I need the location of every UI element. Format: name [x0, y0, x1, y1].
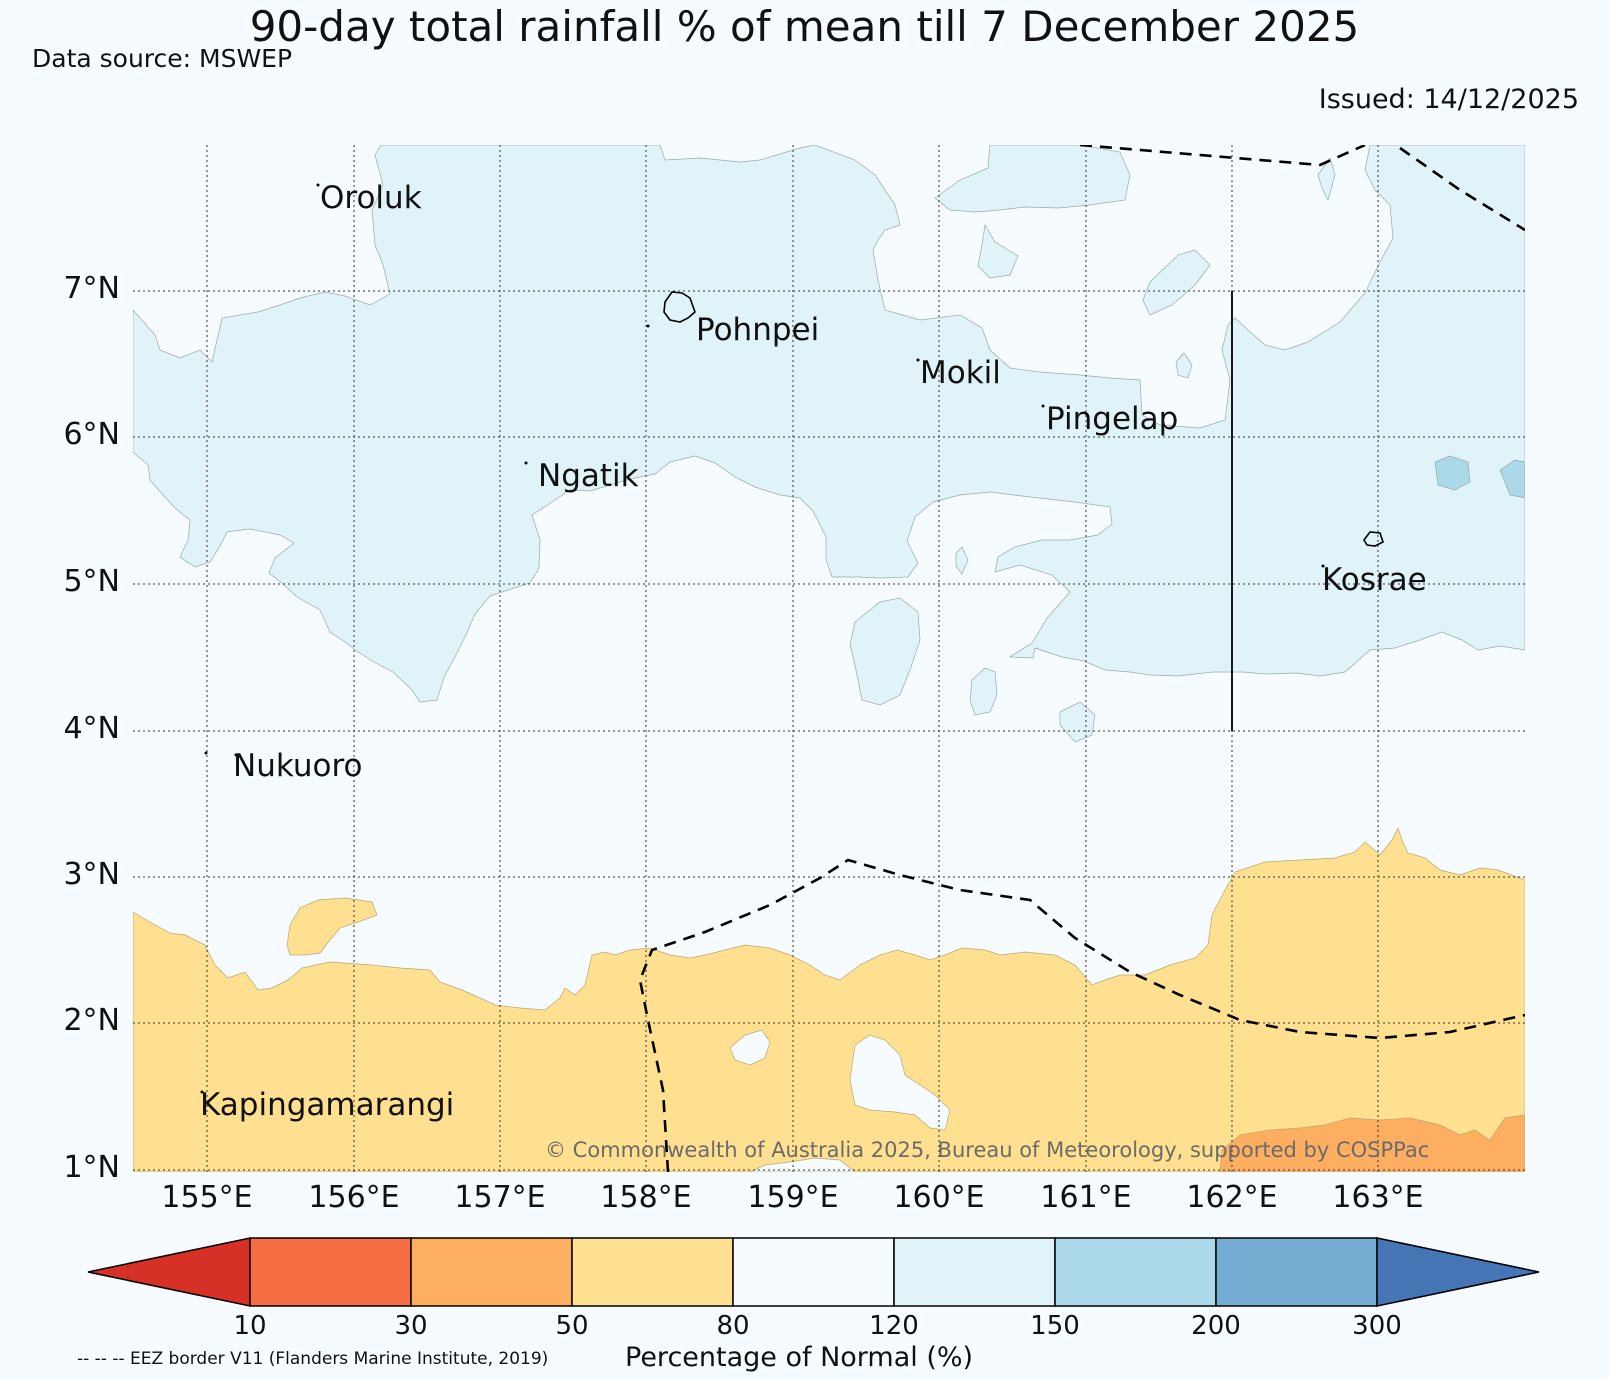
place-oroluk: Oroluk — [320, 180, 422, 216]
region-120-150-north — [133, 145, 1525, 703]
region-120-150-patch — [934, 145, 1131, 213]
lat-label-2n: 2°N — [63, 1003, 120, 1038]
colorbar-tick: 300 — [1352, 1311, 1402, 1341]
lat-label-5n: 5°N — [63, 564, 120, 599]
region-30-50-southeast — [1219, 1114, 1525, 1172]
place-ngatik: Ngatik — [538, 458, 639, 494]
colorbar-50-80 — [571, 1237, 734, 1307]
atoll-markers — [200, 183, 1325, 1094]
kosrae-island — [1363, 531, 1384, 547]
place-kapingamarangi: Kapingamarangi — [200, 1087, 455, 1123]
place-nukuoro: Nukuoro — [233, 748, 363, 784]
colorbar-tick: 150 — [1030, 1311, 1080, 1341]
lon-label-157e: 157°E — [454, 1180, 546, 1215]
lat-label-4n: 4°N — [63, 711, 120, 746]
colorbar-gt300 — [1376, 1237, 1540, 1307]
colorbar — [87, 1237, 1540, 1307]
lat-label-6n: 6°N — [63, 417, 120, 452]
place-pingelap: Pingelap — [1046, 401, 1179, 437]
lon-label-156e: 156°E — [308, 1180, 400, 1215]
lon-label-162e: 162°E — [1186, 1180, 1278, 1215]
colorbar-150-200 — [1054, 1237, 1217, 1307]
lon-label-155e: 155°E — [161, 1180, 253, 1215]
colorbar-10-30 — [249, 1237, 412, 1307]
pohnpei-island — [663, 291, 696, 323]
region-50-80-patch — [286, 897, 378, 956]
region-50-80-south — [133, 827, 1525, 1172]
colorbar-120-150 — [893, 1237, 1056, 1307]
region-120-150-patch — [977, 223, 1019, 279]
region-80-120-hole — [749, 1157, 856, 1172]
eez-legend-note: -- -- -- EEZ border V11 (Flanders Marine… — [77, 1349, 549, 1369]
colorbar-lt10 — [87, 1237, 251, 1307]
lon-label-160e: 160°E — [893, 1180, 985, 1215]
lon-label-159e: 159°E — [747, 1180, 839, 1215]
map-title: 90-day total rainfall % of mean till 7 D… — [249, 2, 1360, 51]
colorbar-80-120 — [732, 1237, 895, 1307]
lon-label-158e: 158°E — [600, 1180, 692, 1215]
region-120-150-patch — [969, 667, 998, 716]
region-120-150-patch — [955, 546, 969, 575]
colorbar-30-50 — [410, 1237, 573, 1307]
place-kosrae: Kosrae — [1322, 562, 1427, 598]
colorbar-tick: 50 — [555, 1311, 589, 1341]
lat-label-1n: 1°N — [63, 1150, 120, 1185]
region-120-150-patch — [1142, 249, 1211, 316]
region-120-150-patch — [1175, 352, 1193, 379]
region-80-120-hole — [729, 1029, 771, 1066]
region-80-120-hole — [849, 1034, 951, 1131]
colorbar-title: Percentage of Normal (%) — [625, 1342, 974, 1373]
colorbar-tick: 80 — [716, 1311, 750, 1341]
colorbar-tick: 10 — [233, 1311, 267, 1341]
place-pohnpei: Pohnpei — [696, 312, 820, 348]
region-150-200-patch — [1499, 459, 1525, 499]
data-source: Data source: MSWEP — [32, 44, 293, 73]
region-120-150-patch — [849, 597, 921, 706]
lat-label-7n: 7°N — [63, 271, 120, 306]
region-150-200-patch — [1434, 455, 1471, 491]
copyright-notice: © Commonwealth of Australia 2025, Bureau… — [545, 1138, 1430, 1162]
colorbar-tick: 200 — [1191, 1311, 1241, 1341]
lon-label-161e: 161°E — [1040, 1180, 1132, 1215]
colorbar-tick: 120 — [869, 1311, 919, 1341]
lon-label-163e: 163°E — [1332, 1180, 1424, 1215]
lat-label-3n: 3°N — [63, 857, 120, 892]
colorbar-tick: 30 — [394, 1311, 428, 1341]
eez-border — [638, 145, 1525, 1172]
issued-date: Issued: 14/12/2025 — [1318, 84, 1579, 115]
place-mokil: Mokil — [920, 355, 1001, 391]
colorbar-200-300 — [1215, 1237, 1378, 1307]
